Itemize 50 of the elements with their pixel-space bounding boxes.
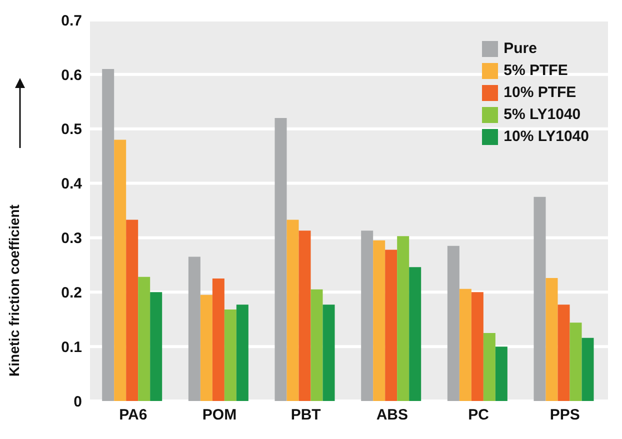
bar (582, 338, 594, 401)
x-tick-label: PA6 (119, 406, 148, 424)
bar (447, 246, 460, 401)
bar (483, 332, 496, 401)
bar (546, 278, 558, 401)
x-tick-label: POM (202, 406, 237, 424)
bar (361, 230, 374, 401)
bar (373, 240, 386, 401)
legend-label: 5% PTFE (504, 61, 568, 81)
bar (188, 256, 200, 401)
y-tick-label: 0.3 (61, 230, 82, 248)
bar (459, 288, 472, 401)
y-tick-label: 0.5 (61, 121, 82, 138)
bar (385, 250, 398, 401)
bar (558, 304, 570, 401)
legend-label: 10% LY1040 (504, 127, 589, 147)
legend-label: 10% PTFE (504, 83, 576, 103)
x-tick-label: PBT (290, 406, 321, 424)
bar (495, 346, 508, 401)
x-tick-label: PC (468, 406, 490, 424)
bar (102, 68, 114, 401)
bar (471, 292, 484, 401)
legend-label: 5% LY1040 (504, 105, 581, 125)
bar (286, 220, 299, 401)
bar (322, 304, 335, 401)
bar (114, 140, 126, 401)
bar (236, 304, 248, 401)
y-axis-title: Kinetic friction coefficient (6, 204, 22, 376)
legend-label: Pure (504, 39, 537, 59)
bar (409, 267, 422, 401)
bar (298, 230, 311, 401)
y-tick-label: 0.2 (61, 284, 82, 302)
bar (570, 322, 582, 401)
bar (397, 236, 410, 401)
bar (274, 118, 287, 401)
y-tick-label: 0.1 (61, 338, 82, 356)
y-tick-label: 0.6 (61, 66, 82, 84)
bar (212, 278, 224, 401)
y-tick-label: 0.4 (61, 176, 83, 193)
x-tick-label: PPS (550, 406, 580, 424)
x-tick-label: ABS (376, 406, 408, 424)
bar (224, 310, 236, 401)
bar (126, 220, 138, 401)
bar (200, 294, 212, 401)
bar (138, 276, 150, 401)
bar (310, 289, 323, 401)
y-tick-label: 0 (74, 393, 82, 410)
bar (150, 292, 162, 401)
bar (534, 196, 546, 401)
y-tick-label: 0.7 (61, 12, 82, 30)
